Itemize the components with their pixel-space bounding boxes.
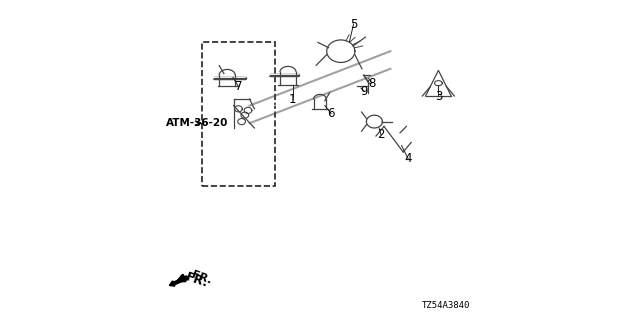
Text: TZ54A3840: TZ54A3840 [422,301,470,310]
Text: 7: 7 [235,80,242,93]
Text: 6: 6 [328,107,335,120]
FancyArrow shape [170,276,188,286]
Text: 1: 1 [289,93,296,106]
Text: 9: 9 [360,85,368,98]
Text: ATM-36-20: ATM-36-20 [166,118,228,128]
Text: FR.: FR. [191,269,213,286]
Text: 8: 8 [368,77,376,90]
Text: FR.: FR. [184,270,210,290]
Text: 4: 4 [404,152,412,165]
Text: 5: 5 [350,18,357,30]
Text: 3: 3 [435,90,442,102]
Text: 2: 2 [377,128,385,141]
